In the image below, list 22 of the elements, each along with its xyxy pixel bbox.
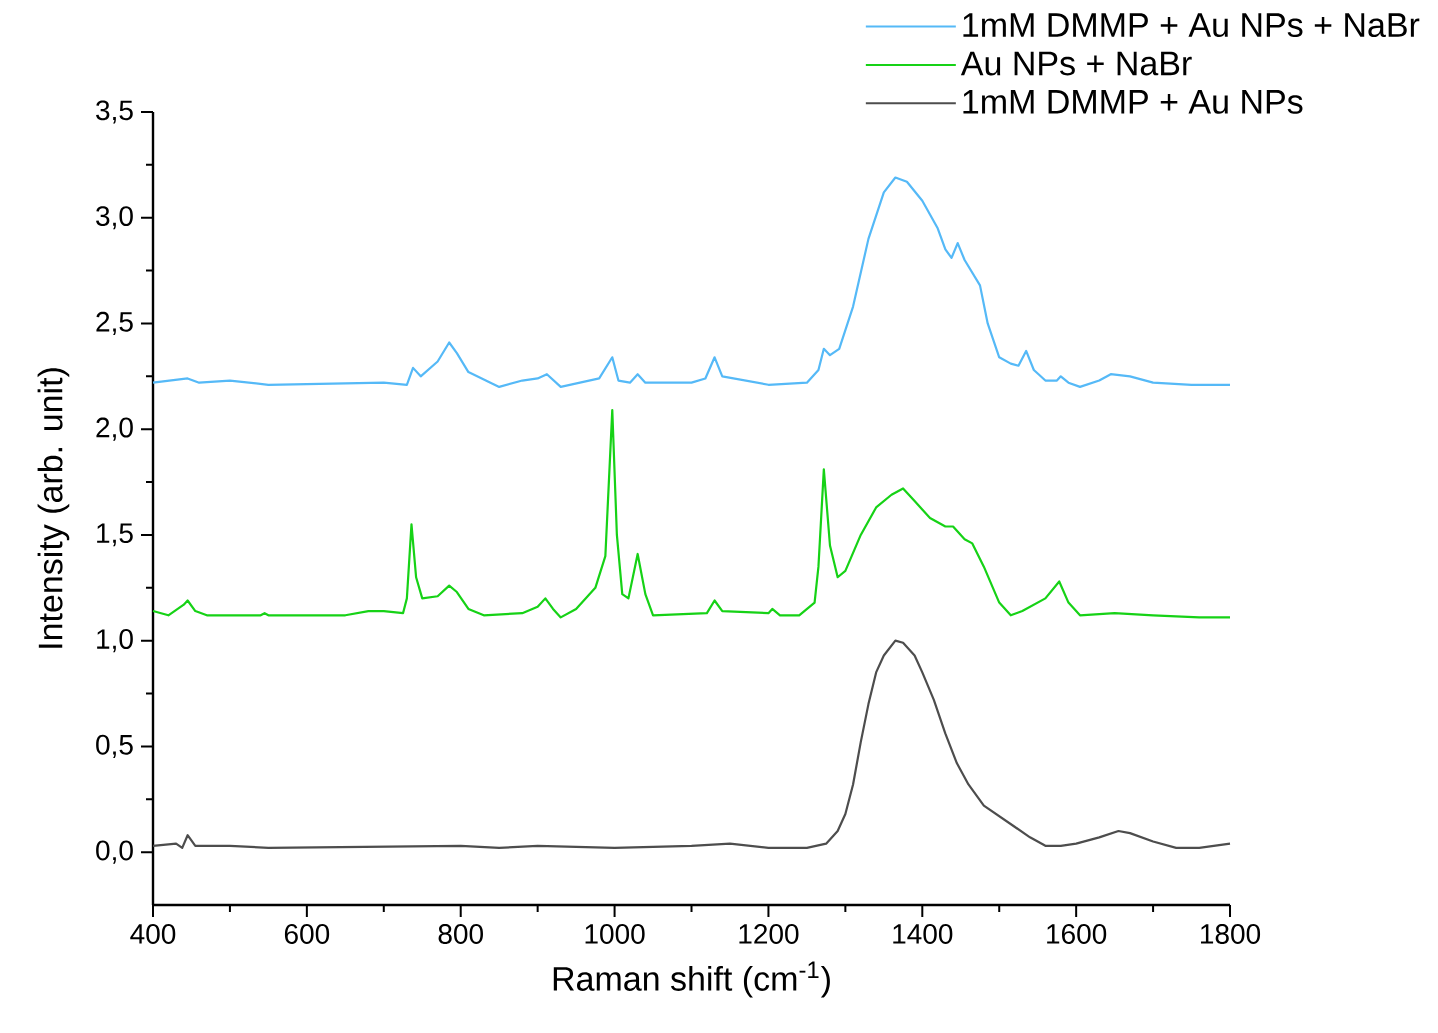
x-tick-label: 1000 [585,924,645,944]
x-axis-title: Raman shift (cm$^{-1}$) [553,961,830,998]
x-tick-label: 800 [438,924,483,944]
x-tick-label: 400 [130,924,176,944]
x-tick-label: 1400 [893,924,953,944]
x-tick-label: 600 [284,924,330,944]
x-tick-label: 1800 [1201,924,1261,944]
y-tick-label: 3,5 [96,100,133,124]
y-tick-label: 0,5 [96,734,133,758]
y-tick-label: 3,0 [96,206,133,230]
legend-label: Au NPs + NaBr [960,51,1192,76]
y-axis-title: Intensity (arb. unit) [37,368,70,648]
y-tick-label: 0,0 [96,840,133,864]
x-tick-label: 1200 [739,924,799,944]
y-tick-label: 1,0 [97,629,133,653]
y-tick-label: 2,0 [96,417,133,441]
legend-label: 1mM DMMP + Au NPs [963,90,1303,114]
y-tick-label: 1,5 [97,523,133,547]
line-series [151,409,1232,619]
y-tick-label: 2,5 [96,311,133,336]
x-tick-label: 1600 [1047,924,1107,944]
legend-label: 1mM DMMP + Au NPs + NaBr [963,13,1420,38]
